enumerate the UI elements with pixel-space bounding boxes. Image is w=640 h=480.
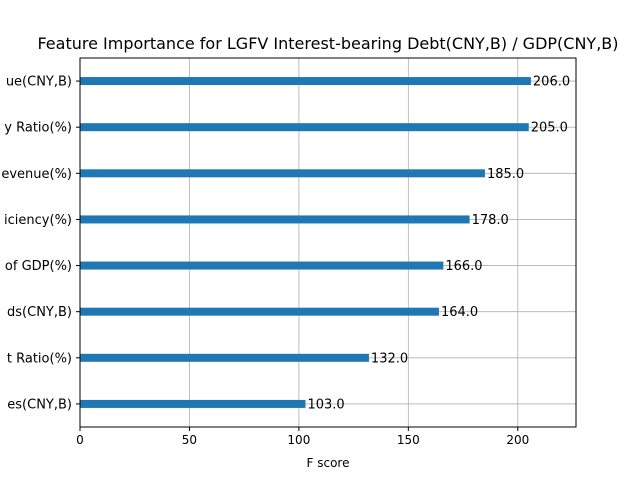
x-tick-label: 200: [506, 433, 529, 447]
bar-value-label: 166.0: [445, 259, 482, 274]
bar: [80, 307, 439, 316]
chart-title: Feature Importance for LGFV Interest-bea…: [37, 34, 618, 53]
x-tick-label: 150: [397, 433, 420, 447]
y-category-label: evenue(%): [1, 167, 72, 182]
bar-value-label: 132.0: [371, 351, 408, 366]
bar-value-label: 164.0: [441, 305, 478, 320]
bar-value-label: 205.0: [531, 121, 568, 136]
y-category-label: es(CNY,B): [7, 397, 72, 412]
bar: [80, 123, 529, 132]
x-axis-label: F score: [307, 456, 350, 470]
y-category-label: ds(CNY,B): [7, 305, 72, 320]
x-tick-label: 100: [287, 433, 310, 447]
x-tick-label: 0: [76, 433, 84, 447]
y-category-label: ue(CNY,B): [6, 75, 72, 90]
bar: [80, 215, 470, 224]
y-category-label: iciency(%): [4, 213, 72, 228]
bar: [80, 169, 485, 178]
y-category-label: of GDP(%): [5, 259, 72, 274]
y-category-label: y Ratio(%): [4, 121, 72, 136]
bar-value-label: 103.0: [307, 397, 344, 412]
y-category-label: t Ratio(%): [7, 351, 72, 366]
bar: [80, 399, 306, 408]
bar: [80, 261, 444, 270]
grid-lines: [79, 58, 576, 427]
bar-value-label: 185.0: [487, 167, 524, 182]
x-tick-label: 50: [182, 433, 197, 447]
bars: 206.0 205.0 185.0 178.0 166.0 164.0 132.0 103.0: [80, 75, 570, 412]
bar: [80, 77, 531, 86]
bar: [80, 353, 369, 362]
plot-frame: [79, 57, 577, 428]
bar-value-label: 178.0: [472, 213, 509, 228]
bar-value-label: 206.0: [533, 75, 570, 90]
axis-ticks: 0 50 100 150 200 ue(CNY,B) y Ratio(%) evenue(%)…: [1, 75, 529, 447]
